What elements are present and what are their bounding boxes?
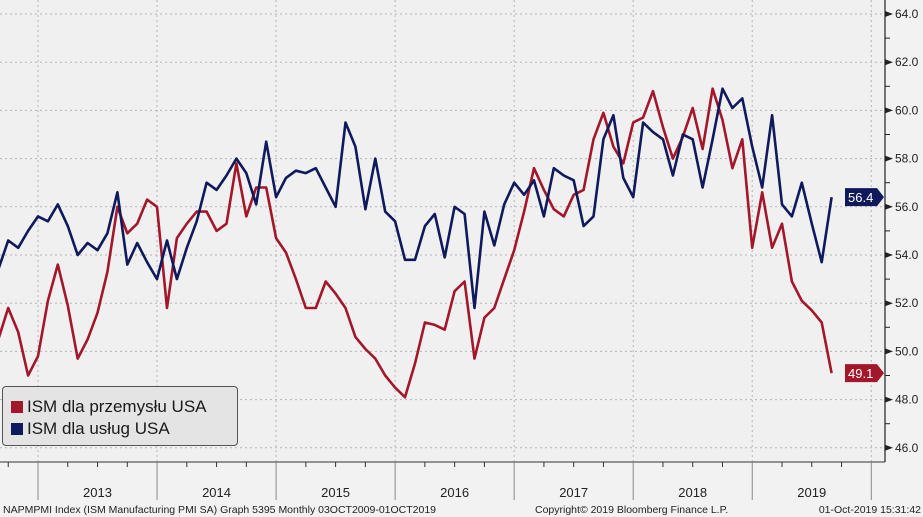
- y-tick-mark: [885, 444, 893, 451]
- last-value-tags: 49.1 56.4: [845, 188, 884, 383]
- grid: [0, 0, 885, 462]
- x-tick-label: 2014: [202, 485, 231, 500]
- y-tick-mark: [885, 155, 893, 162]
- y-tick-label: 52.0: [895, 296, 919, 310]
- y-tick-label: 46.0: [895, 441, 919, 455]
- x-tick-label: 2013: [83, 485, 112, 500]
- x-tick-label: 2019: [797, 485, 826, 500]
- y-tick-label: 60.0: [895, 103, 919, 117]
- last-value-label: 49.1: [848, 366, 873, 381]
- footer-timestamp: 01-Oct-2019 15:31:42: [819, 504, 921, 516]
- footer-copyright: Copyright© 2019 Bloomberg Finance L.P.: [535, 504, 728, 516]
- y-tick-mark: [885, 107, 893, 114]
- y-tick-mark: [885, 203, 893, 210]
- legend-swatch-services: [11, 423, 23, 435]
- last-value-tag: [845, 364, 884, 383]
- y-tick-label: 58.0: [895, 152, 919, 166]
- y-tick-label: 62.0: [895, 55, 919, 69]
- x-axis: 2013 2014 2015 2016 2017 2018 2019: [0, 461, 885, 500]
- y-tick-mark: [885, 252, 893, 258]
- plot-background: [0, 0, 885, 462]
- y-tick-mark: [885, 396, 893, 403]
- y-axis: 64.0 62.0 60.0 58.0 56.0 54.0 52.0 50.0 48.0 46.0: [884, 0, 919, 462]
- y-tick-label: 48.0: [895, 393, 919, 407]
- last-value-tag: [845, 188, 884, 207]
- footer-source: NAPMPMI Index (ISM Manufacturing PMI SA)…: [3, 504, 436, 516]
- x-tick-label: 2016: [440, 485, 469, 500]
- last-value-label: 56.4: [848, 190, 873, 205]
- y-tick-label: 56.0: [895, 200, 919, 214]
- x-tick-label: 2015: [321, 485, 350, 500]
- legend: ISM dla przemysłu USA ISM dla usług USA: [2, 386, 238, 446]
- legend-label-manufacturing: ISM dla przemysłu USA: [27, 397, 207, 416]
- x-tick-label: 2018: [678, 485, 707, 500]
- series-lines: [0, 87, 833, 399]
- y-tick-label: 50.0: [895, 344, 919, 358]
- y-tick-mark: [885, 59, 893, 66]
- y-tick-mark: [885, 348, 893, 355]
- x-tick-label: 2017: [559, 485, 588, 500]
- y-tick-label: 64.0: [895, 7, 919, 21]
- legend-item-manufacturing: ISM dla przemysłu USA: [11, 397, 207, 417]
- legend-swatch-manufacturing: [11, 401, 23, 413]
- y-tick-label: 54.0: [895, 248, 919, 262]
- legend-item-services: ISM dla usług USA: [11, 419, 170, 439]
- legend-label-services: ISM dla usług USA: [27, 419, 170, 438]
- y-tick-mark: [885, 300, 893, 307]
- y-tick-mark: [885, 11, 893, 17]
